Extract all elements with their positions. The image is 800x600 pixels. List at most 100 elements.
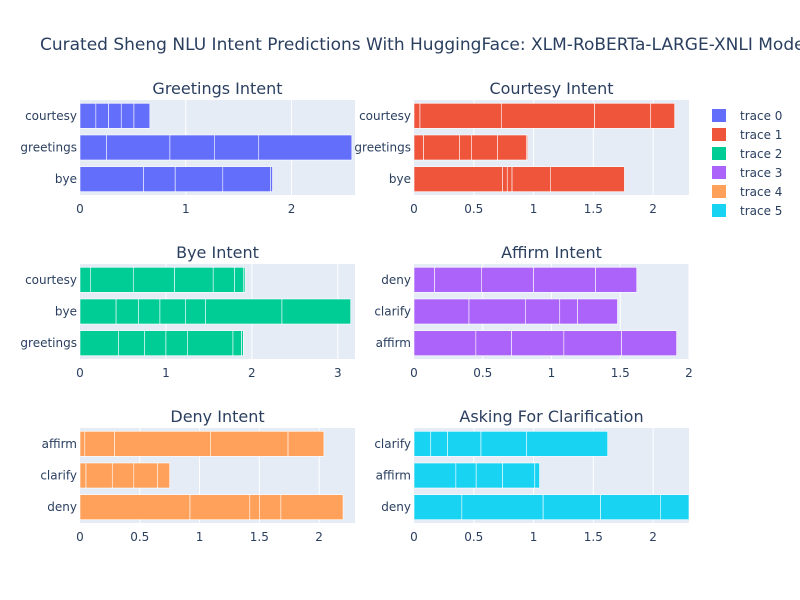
bar-segment[interactable] — [594, 103, 652, 129]
bar-segment[interactable] — [159, 298, 187, 325]
bar-segment[interactable] — [481, 267, 534, 293]
bar-segment[interactable] — [600, 494, 661, 520]
bar-segment[interactable] — [459, 134, 472, 161]
bar-segment[interactable] — [157, 462, 170, 489]
bar-segment[interactable] — [280, 494, 344, 520]
bar-segment[interactable] — [497, 134, 527, 161]
bar-segment[interactable] — [413, 462, 457, 489]
bar-segment[interactable] — [475, 330, 512, 356]
bar-segment[interactable] — [413, 134, 424, 161]
bar-segment[interactable] — [455, 462, 477, 489]
bar-segment[interactable] — [413, 330, 477, 356]
bar-segment[interactable] — [189, 494, 251, 520]
bar-segment[interactable] — [79, 462, 87, 489]
bar-segment[interactable] — [108, 103, 122, 129]
bar-segment[interactable] — [132, 267, 175, 293]
bar-segment[interactable] — [447, 431, 482, 457]
bar-segment[interactable] — [650, 103, 675, 129]
bar-segment[interactable] — [621, 330, 677, 356]
bar-segment[interactable] — [525, 298, 561, 325]
bar-segment[interactable] — [79, 103, 97, 129]
bar-segment[interactable] — [174, 166, 224, 192]
bar-segment[interactable] — [506, 166, 513, 192]
bar-segment[interactable] — [242, 267, 246, 293]
bar-segment[interactable] — [187, 330, 234, 356]
bar-segment[interactable] — [419, 103, 502, 129]
bar-segment[interactable] — [165, 330, 188, 356]
bar-segment[interactable] — [511, 166, 551, 192]
bar-segment[interactable] — [138, 298, 161, 325]
bar-segment[interactable] — [577, 298, 618, 325]
bar-segment[interactable] — [115, 298, 139, 325]
bar-segment[interactable] — [471, 134, 498, 161]
bar-segment[interactable] — [85, 462, 113, 489]
bar-segment[interactable] — [475, 462, 503, 489]
bar-segment[interactable] — [559, 298, 578, 325]
bar-segment[interactable] — [287, 431, 325, 457]
bar-segment[interactable] — [270, 166, 273, 192]
bar-segment[interactable] — [249, 494, 260, 520]
bar-segment[interactable] — [210, 431, 289, 457]
bar-segment[interactable] — [241, 330, 244, 356]
bar-segment[interactable] — [413, 103, 421, 129]
legend[interactable]: trace 0 trace 1 trace 2 trace 3 trace 4 trace… — [712, 109, 782, 218]
bar-segment[interactable] — [500, 103, 595, 129]
bar-segment[interactable] — [595, 267, 638, 293]
bar-segment[interactable] — [533, 267, 596, 293]
legend-item[interactable]: trace 5 — [712, 204, 782, 218]
bar-segment[interactable] — [232, 330, 242, 356]
bar-segment[interactable] — [413, 166, 503, 192]
bar-segment[interactable] — [502, 462, 536, 489]
bar-segment[interactable] — [511, 330, 565, 356]
bar-segment[interactable] — [430, 431, 448, 457]
bar-segment[interactable] — [259, 494, 282, 520]
bar-segment[interactable] — [79, 166, 144, 192]
bar-segment[interactable] — [502, 166, 508, 192]
bar-segment[interactable] — [660, 494, 690, 520]
bar-segment[interactable] — [468, 298, 526, 325]
bar-segment[interactable] — [79, 330, 119, 356]
bar-segment[interactable] — [169, 134, 215, 161]
bar-segment[interactable] — [550, 166, 625, 192]
bar-segment[interactable] — [90, 267, 134, 293]
bar-segment[interactable] — [174, 267, 214, 293]
bar-segment[interactable] — [214, 134, 260, 161]
bar-segment[interactable] — [120, 103, 135, 129]
bar-segment[interactable] — [143, 166, 176, 192]
legend-item[interactable]: trace 3 — [712, 166, 782, 180]
bar-segment[interactable] — [526, 134, 528, 161]
bar-segment[interactable] — [79, 134, 107, 161]
bar-segment[interactable] — [423, 134, 460, 161]
bar-segment[interactable] — [534, 462, 540, 489]
bar-segment[interactable] — [144, 330, 167, 356]
bar-segment[interactable] — [95, 103, 109, 129]
bar-segment[interactable] — [461, 494, 544, 520]
bar-segment[interactable] — [413, 494, 463, 520]
bar-segment[interactable] — [79, 431, 86, 457]
bar-segment[interactable] — [111, 462, 135, 489]
bar-segment[interactable] — [222, 166, 271, 192]
bar-segment[interactable] — [281, 298, 352, 325]
bar-segment[interactable] — [480, 431, 527, 457]
bar-segment[interactable] — [413, 298, 470, 325]
bar-segment[interactable] — [106, 134, 171, 161]
bar-segment[interactable] — [79, 267, 91, 293]
bar-segment[interactable] — [413, 431, 432, 457]
legend-item[interactable]: trace 1 — [712, 128, 782, 142]
bar-segment[interactable] — [84, 431, 115, 457]
bar-segment[interactable] — [114, 431, 211, 457]
bar-segment[interactable] — [258, 134, 353, 161]
legend-item[interactable]: trace 4 — [712, 185, 782, 199]
bar-segment[interactable] — [542, 494, 601, 520]
bar-segment[interactable] — [212, 267, 235, 293]
bar-segment[interactable] — [205, 298, 283, 325]
bar-segment[interactable] — [563, 330, 622, 356]
bar-segment[interactable] — [526, 431, 608, 457]
legend-item[interactable]: trace 2 — [712, 147, 782, 161]
bar-segment[interactable] — [118, 330, 145, 356]
bar-segment[interactable] — [133, 462, 159, 489]
bar-segment[interactable] — [79, 298, 117, 325]
bar-segment[interactable] — [185, 298, 206, 325]
bar-segment[interactable] — [434, 267, 482, 293]
bar-segment[interactable] — [234, 267, 244, 293]
